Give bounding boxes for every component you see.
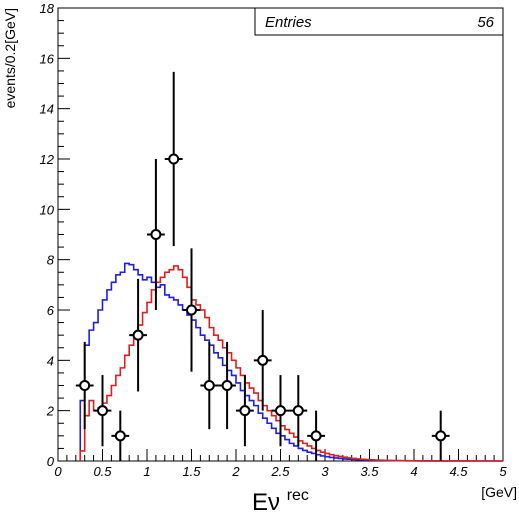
data-points-layer bbox=[75, 71, 450, 461]
data-marker bbox=[435, 430, 447, 442]
stats-box: Entries 56 bbox=[254, 7, 504, 36]
stats-entries-value: 56 bbox=[477, 14, 494, 31]
x-axis-unit: [GeV] bbox=[481, 484, 517, 500]
x-tick-label: 3.5 bbox=[360, 464, 379, 479]
data-point bbox=[111, 410, 130, 461]
x-tick-label: 0 bbox=[54, 464, 62, 479]
stats-box-frame bbox=[254, 7, 504, 36]
axis-ticks: 0 0.5 1 1.5 2 2.5 3 3.5 4 4.5 5 0 2 4 6 8 10 12 14 16 18 bbox=[40, 1, 508, 479]
x-tick-label: 5 bbox=[499, 464, 507, 479]
x-tick-label: 4 bbox=[410, 464, 417, 479]
y-tick-label: 10 bbox=[40, 202, 55, 217]
data-marker bbox=[168, 153, 180, 165]
data-marker bbox=[97, 405, 108, 417]
data-marker bbox=[114, 430, 126, 442]
data-marker bbox=[257, 354, 269, 366]
data-marker bbox=[132, 329, 144, 341]
data-point bbox=[253, 310, 272, 411]
data-point bbox=[236, 375, 254, 447]
data-point bbox=[147, 159, 165, 310]
x-tick-label: 4.5 bbox=[449, 464, 468, 479]
data-point bbox=[289, 375, 308, 447]
data-point bbox=[200, 341, 219, 430]
series-layer bbox=[79, 262, 503, 462]
x-tick-label: 2.5 bbox=[270, 464, 290, 479]
x-axis-label-superscript: rec bbox=[287, 487, 309, 504]
stats-entries-label: Entries bbox=[265, 14, 312, 31]
data-marker bbox=[221, 380, 233, 391]
data-point bbox=[182, 248, 201, 372]
data-marker bbox=[79, 380, 91, 391]
x-axis-label: Eν rec bbox=[252, 487, 309, 516]
data-point bbox=[431, 410, 450, 461]
y-tick-label: 6 bbox=[47, 303, 55, 318]
data-marker bbox=[292, 405, 304, 417]
data-marker bbox=[310, 430, 322, 442]
histogram-series-2 bbox=[79, 265, 503, 462]
y-tick-label: 4 bbox=[47, 353, 54, 368]
y-tick-label: 0 bbox=[47, 454, 55, 469]
x-axis-label-main: Eν bbox=[252, 489, 280, 516]
y-tick-label: 8 bbox=[47, 253, 55, 268]
data-marker bbox=[239, 405, 251, 417]
data-point bbox=[129, 278, 147, 392]
data-marker bbox=[186, 304, 197, 316]
x-tick-label: 2 bbox=[231, 464, 240, 479]
data-point bbox=[93, 375, 112, 447]
x-tick-label: 1 bbox=[143, 464, 150, 479]
x-tick-label: 0.5 bbox=[93, 464, 112, 479]
data-point bbox=[307, 410, 325, 461]
y-tick-label: 16 bbox=[40, 51, 55, 66]
data-marker bbox=[275, 405, 286, 417]
y-axis-label: events/0.2[GeV] bbox=[2, 8, 18, 108]
y-tick-label: 2 bbox=[46, 404, 55, 419]
data-marker bbox=[203, 380, 215, 391]
data-point bbox=[218, 341, 236, 430]
data-point bbox=[164, 71, 183, 247]
x-tick-label: 3 bbox=[321, 464, 329, 479]
y-tick-label: 12 bbox=[40, 152, 55, 167]
y-tick-label: 14 bbox=[40, 102, 54, 117]
x-tick-label: 1.5 bbox=[182, 464, 201, 479]
y-tick-label: 18 bbox=[40, 1, 55, 16]
data-point bbox=[271, 375, 290, 447]
data-point bbox=[75, 341, 94, 430]
data-marker bbox=[150, 229, 162, 240]
